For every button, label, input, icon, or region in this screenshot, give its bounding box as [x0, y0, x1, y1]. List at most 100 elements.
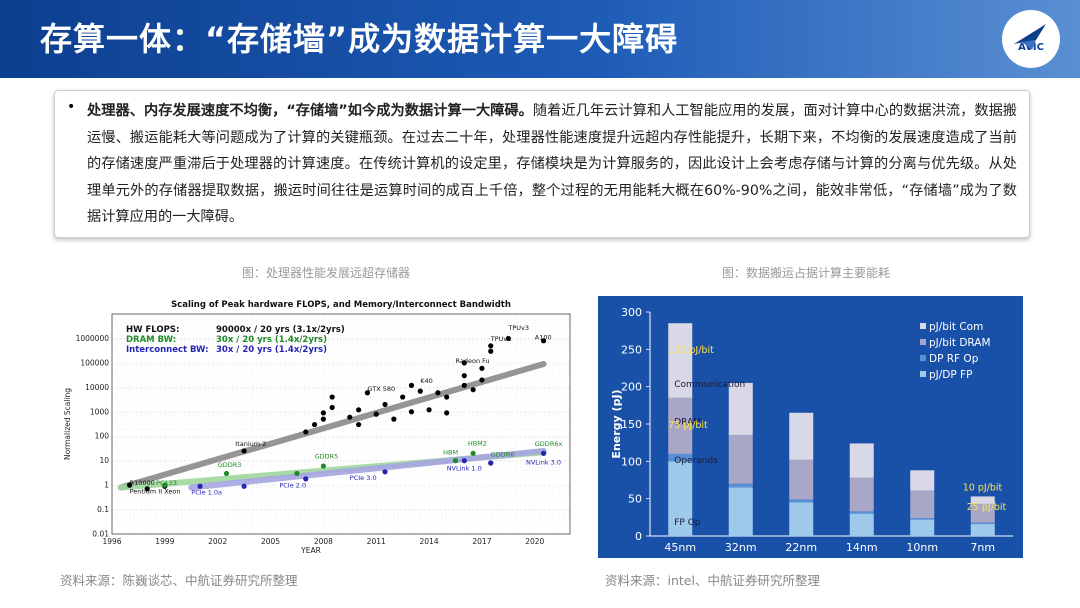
data-point [162, 482, 168, 488]
bar-segment [910, 490, 935, 519]
legend-swatch [920, 323, 926, 329]
y-tick-label: 1000 [90, 407, 109, 416]
segment-label: Communication [674, 380, 745, 390]
x-axis-label: YEAR [300, 546, 321, 555]
x-tick-label: 32nm [725, 541, 757, 554]
data-point [223, 470, 230, 477]
point-label: NVLink 3.0 [526, 458, 561, 466]
legend-name: Interconnect BW: [126, 345, 209, 355]
y-tick-label: 10000 [85, 383, 109, 392]
y-tick-label: 0.1 [97, 505, 109, 514]
data-point [426, 407, 432, 413]
bar-segment [668, 397, 693, 454]
bar-segment [849, 511, 874, 514]
legend-value: 90000x / 20 yrs (3.1x/2yrs) [216, 325, 345, 335]
data-point [488, 460, 494, 466]
data-point [197, 483, 203, 489]
point-label: R10000 [130, 479, 155, 487]
data-point [479, 377, 485, 383]
summary-textbox: • 处理器、内存发展速度不均衡，“存储墙”如今成为数据计算一大障碍。随着近几年云… [54, 90, 1030, 238]
x-tick-label: 2008 [314, 537, 333, 546]
y-tick-label: 10 [99, 456, 109, 465]
data-point [505, 335, 511, 342]
energy-annotation: 75 pJ/bit [668, 420, 708, 431]
legend-label: pJ/bit DRAM [929, 337, 991, 349]
bar-segment [970, 503, 995, 523]
data-point [320, 463, 326, 469]
header-bar: 存算一体：“存储墙”成为数据计算一大障碍 AVIC [0, 0, 1080, 78]
data-point [329, 404, 335, 411]
caption-left: 图：处理器性能发展远超存储器 [242, 266, 411, 280]
summary-lead: 处理器、内存发展速度不均衡，“存储墙”如今成为数据计算一大障碍。 [87, 103, 533, 119]
x-tick-label: 2005 [261, 537, 280, 546]
data-point [241, 483, 247, 489]
data-point [144, 486, 150, 492]
y-tick-label: 0 [635, 530, 642, 543]
segment-label: FP Op [674, 518, 701, 528]
point-label: HBM [443, 448, 458, 456]
source-right: 资料来源：intel、中航证券研究所整理 [605, 573, 820, 588]
bar-segment [728, 435, 753, 484]
bar-segment [849, 477, 874, 512]
trend-line [117, 361, 547, 491]
legend-swatch [920, 339, 926, 345]
y-axis-label: Normalized Scaling [63, 388, 72, 460]
x-tick-label: 10nm [906, 541, 938, 554]
bar-segment [789, 412, 814, 460]
bar-segment [970, 524, 995, 536]
legend-name: HW FLOPS: [126, 325, 179, 335]
point-label: Pentium II Xeon [130, 488, 181, 496]
data-point [311, 421, 318, 428]
x-tick-label: 1999 [155, 537, 174, 546]
bar-segment [668, 461, 693, 536]
data-point [356, 421, 362, 428]
bar-segment [728, 382, 753, 436]
data-point [303, 429, 309, 435]
bar-segment [970, 522, 995, 525]
bullet: • [67, 99, 76, 115]
point-label: PC133 [156, 479, 177, 487]
bar-segment [728, 487, 753, 536]
y-tick-label: 1000000 [76, 334, 110, 343]
data-point [461, 458, 467, 464]
legend-swatch [920, 371, 926, 377]
point-label: GDDR6 [491, 450, 515, 458]
y-tick-label: 100000 [80, 358, 109, 367]
x-tick-label: 2014 [420, 537, 439, 546]
energy-bar-chart: 0 50 100 150 200 250 300 Energy (pJ) 45nm 32nm 22n… [598, 296, 1023, 558]
data-point [400, 394, 406, 400]
data-point [408, 382, 415, 388]
bar-segment [668, 453, 693, 462]
data-point [391, 416, 397, 422]
segment-label: DRAM [674, 417, 701, 427]
data-point [444, 394, 450, 400]
bar-segment [668, 323, 693, 398]
y-tick-label: 150 [621, 418, 642, 431]
y-tick-label: 0.01 [92, 530, 109, 539]
data-point [488, 348, 494, 354]
bar-segment [970, 496, 995, 504]
segment-label: Operands [674, 456, 718, 466]
data-point [479, 365, 485, 371]
caption-right: 图：数据搬运占据计算主要能耗 [722, 266, 891, 280]
plane-icon [1014, 24, 1046, 50]
legend-value: 30x / 20 yrs (1.4x/2yrs) [216, 335, 327, 345]
data-point [470, 450, 476, 456]
data-point [373, 411, 379, 417]
data-point [461, 382, 467, 388]
data-point [320, 416, 326, 422]
point-label: PCIe 3.0 [350, 474, 377, 482]
x-tick-label: 2002 [208, 537, 227, 546]
data-point [329, 394, 335, 400]
energy-annotation: 100 pJ/bit [668, 345, 714, 356]
data-point [408, 409, 415, 415]
bar-segment [910, 518, 935, 520]
point-label: PCIe 2.0 [279, 481, 306, 489]
bar-segment [789, 459, 814, 500]
legend-label: pJ/DP FP [929, 369, 972, 381]
data-point [461, 360, 467, 366]
legend-value: 30x / 20 yrs (1.4x/2yrs) [216, 345, 327, 355]
summary-paragraph: 处理器、内存发展速度不均衡，“存储墙”如今成为数据计算一大障碍。随着近几年云计算… [87, 98, 1017, 231]
flops-scaling-svg: Scaling of Peak hardware FLOPS, and Memo… [63, 300, 571, 555]
avic-logo: AVIC [1002, 10, 1060, 68]
